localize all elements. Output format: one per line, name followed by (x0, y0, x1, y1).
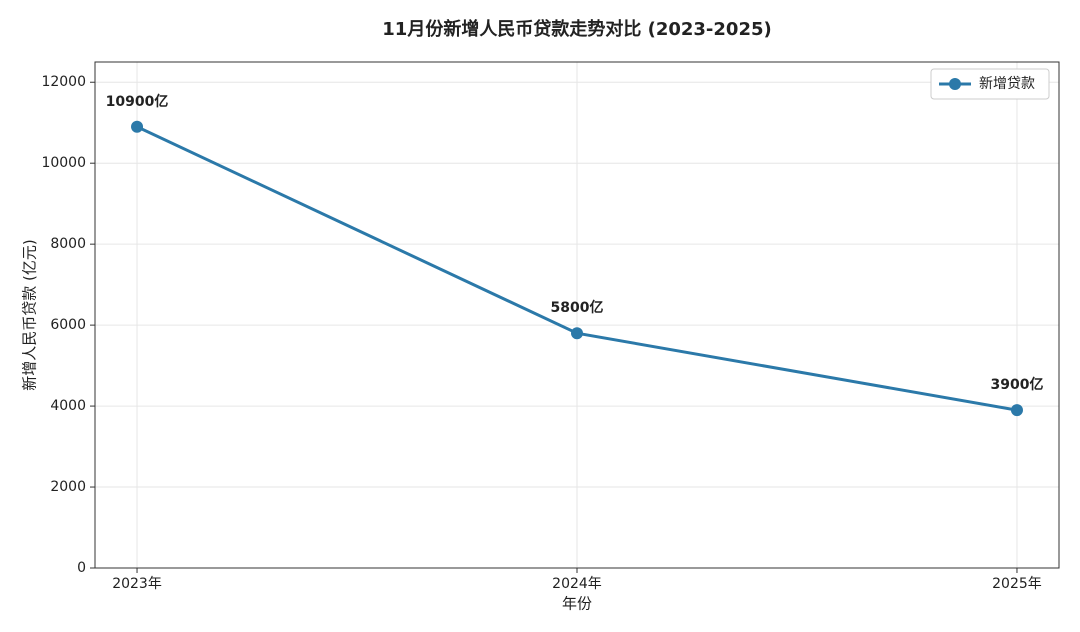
point (131, 120, 144, 133)
chart-title: 11月份新增人民币贷款走势对比 (2023-2025) (382, 18, 771, 40)
x-tick-label: 2025年 (992, 576, 1042, 592)
legend-marker (949, 78, 961, 90)
legend-label: 新增贷款 (979, 76, 1035, 92)
x-tick-label: 2024年 (552, 576, 602, 592)
x-axis-label: 年份 (562, 595, 592, 613)
point (1010, 404, 1023, 417)
y-tick-label: 8000 (50, 236, 86, 252)
x-tick-label: 2023年 (112, 576, 162, 592)
data-label: 10900亿 (106, 93, 169, 110)
y-axis-label: 新增人民币贷款 (亿元) (21, 239, 39, 390)
y-tick-label: 2000 (50, 479, 86, 495)
y-tick-label: 10000 (41, 155, 86, 171)
data-label: 5800亿 (551, 299, 604, 316)
y-tick-label: 12000 (41, 74, 86, 90)
y-tick-label: 6000 (50, 317, 86, 333)
legend-box (930, 68, 1050, 100)
y-tick-label: 4000 (50, 398, 86, 414)
plot-frame (94, 61, 1060, 569)
data-label: 3900亿 (990, 376, 1043, 393)
point (571, 327, 583, 340)
y-tick-label: 0 (77, 560, 86, 576)
